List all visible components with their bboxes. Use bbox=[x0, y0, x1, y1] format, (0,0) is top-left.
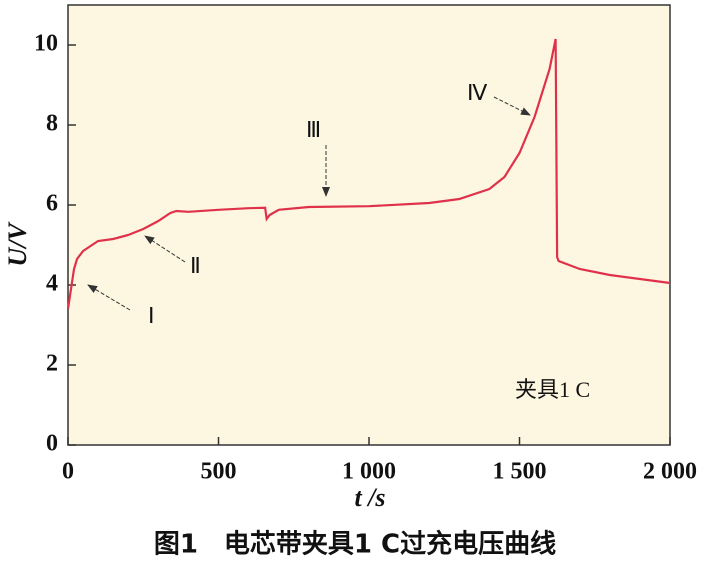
x-tick-label: 0 bbox=[62, 459, 74, 485]
x-tick-label: 500 bbox=[201, 459, 237, 485]
annotation: Ⅱ bbox=[190, 253, 201, 278]
caption: 图1 电芯带夹具1 C过充电压曲线 bbox=[154, 529, 556, 560]
x-tick-label: 1 000 bbox=[342, 459, 396, 485]
arrow bbox=[87, 284, 131, 311]
annotation: Ⅲ bbox=[306, 117, 321, 142]
y-tick-label: 0 bbox=[46, 431, 58, 457]
annotation: 夹具1 C bbox=[515, 377, 590, 402]
line bbox=[66, 38, 671, 310]
arrow bbox=[493, 96, 531, 116]
y-axis-label: U/V bbox=[3, 221, 32, 267]
y-tick-label: 6 bbox=[46, 191, 58, 217]
y-tick-label: 8 bbox=[46, 111, 58, 137]
y-tick-label: 2 bbox=[46, 351, 58, 377]
y-tick-label: 10 bbox=[34, 31, 58, 57]
annotation: Ⅳ bbox=[467, 80, 488, 105]
y-tick-label: 4 bbox=[46, 271, 58, 297]
arrow bbox=[144, 235, 186, 263]
annotation: Ⅰ bbox=[148, 303, 155, 328]
x-tick-label: 1 500 bbox=[493, 459, 547, 485]
x-tick-label: 2 000 bbox=[643, 459, 697, 485]
x-axis-label: t /s bbox=[354, 483, 385, 512]
plot-area bbox=[67, 4, 671, 446]
